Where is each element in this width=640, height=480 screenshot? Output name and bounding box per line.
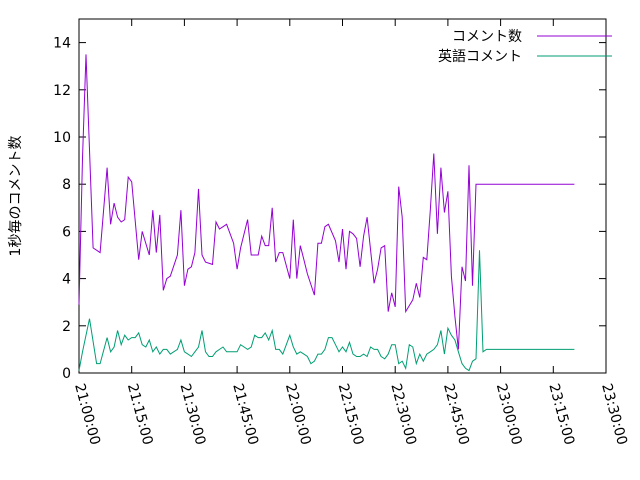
x-tick-label: 22:30:00: [387, 382, 419, 447]
y-tick-label: 8: [62, 177, 71, 193]
series-line-0: [78, 54, 575, 350]
y-tick-label: 4: [62, 272, 71, 288]
y-axis: 0 2 4 6 8 10 12 14: [53, 36, 606, 382]
x-tick-label: 21:30:00: [177, 382, 209, 447]
x-tick-label: 21:00:00: [71, 382, 103, 447]
x-tick-label: 22:00:00: [282, 382, 314, 447]
y-tick-label: 12: [53, 83, 71, 99]
plot-frame: [78, 18, 607, 374]
legend-label: コメント数: [452, 29, 522, 45]
x-tick-label: 23:30:00: [598, 382, 630, 447]
y-axis-label: 1秒毎のコメント数: [8, 136, 24, 257]
x-tick-label: 22:45:00: [440, 382, 472, 447]
x-tick-label: 23:00:00: [493, 382, 525, 447]
y-tick-label: 14: [53, 36, 71, 52]
series-lines: [78, 54, 575, 372]
x-tick-label: 21:45:00: [229, 382, 261, 447]
y-tick-label: 0: [62, 366, 71, 382]
series-line-1: [78, 250, 575, 372]
y-tick-label: 6: [62, 224, 71, 240]
x-tick-label: 23:15:00: [545, 382, 577, 447]
y-tick-label: 2: [62, 319, 71, 335]
x-tick-label: 21:15:00: [124, 382, 156, 447]
x-tick-label: 22:15:00: [335, 382, 367, 447]
y-tick-label: 10: [53, 130, 71, 146]
legend-label: 英語コメント: [438, 48, 522, 65]
